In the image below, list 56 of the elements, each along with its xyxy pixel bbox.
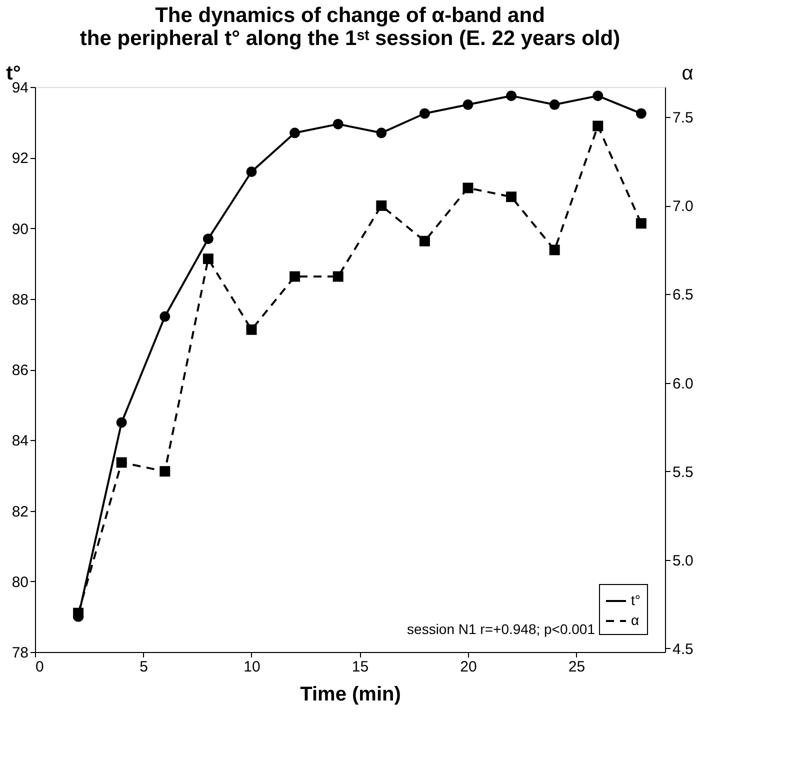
x-tick-label: 15 [352,658,369,676]
y-tick-label: 88 [12,291,28,308]
y-tick-label: 80 [12,574,28,591]
point [376,200,387,211]
y-tick-label: 86 [12,362,28,379]
y-tick-label: 78 [12,644,28,662]
point [116,457,127,468]
legend-label: α [631,612,640,628]
point [506,90,517,102]
x-tick-label: 5 [140,658,148,676]
y2-tick-label: 5.5 [672,464,694,481]
y-tick-label: 84 [12,432,28,450]
y2-tick-label: 6.0 [672,375,694,392]
point [160,311,170,322]
point [419,108,430,119]
point [506,192,517,202]
point [202,234,214,244]
point [636,108,646,119]
point [246,324,257,335]
x-tick-label: 0 [36,658,44,676]
text: the peripheral t° along the 1ˢᵗ session (E. 22 years old) [80,27,620,50]
x-axis-title: Time (min) [300,684,401,706]
y-tick-label: 92 [12,150,28,168]
point [376,128,387,138]
y2-axis-title: α [682,62,694,84]
annotation: session N1 r=+0.948; p<0.001 [407,621,596,637]
point [290,271,300,282]
y-tick-label: 94 [12,80,28,96]
point [202,254,214,264]
point [549,244,560,256]
x-tick-label: 20 [460,658,477,676]
y-tick-label: 90 [12,220,28,238]
point [592,120,604,132]
point [290,128,300,138]
point [246,166,257,177]
x-tick-label: 10 [244,658,260,676]
point [332,118,344,130]
legend-label: t° [631,592,640,608]
point [160,466,170,477]
y2-tick-label: 6.5 [672,286,694,304]
y-tick-label: 82 [12,503,28,520]
x-tick-label: 25 [568,658,586,676]
point [636,218,646,229]
text: The dynamics of change of α-band and [155,4,545,27]
point [73,608,84,618]
y2-tick-label: 7.0 [672,198,694,216]
y2-tick-label: 5.0 [672,552,694,570]
point [549,99,560,110]
y2-tick-label: 7.5 [672,110,694,127]
point [116,417,127,428]
point [592,90,604,102]
point [332,271,344,282]
point [419,236,430,246]
point [462,182,474,194]
point [462,99,474,110]
y2-tick-label: 4.5 [672,640,694,658]
